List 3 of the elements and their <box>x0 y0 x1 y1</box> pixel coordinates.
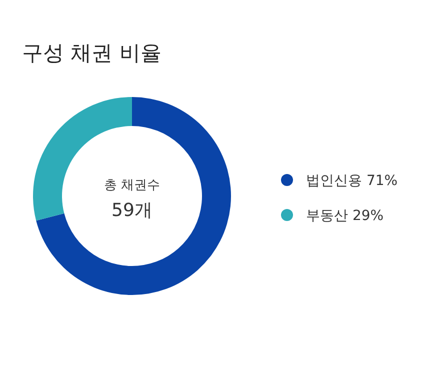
title: 구성 채권 비율 <box>22 41 162 65</box>
annotation: 총 채권수 <box>104 178 160 193</box>
annotation: 59개 <box>112 200 152 221</box>
